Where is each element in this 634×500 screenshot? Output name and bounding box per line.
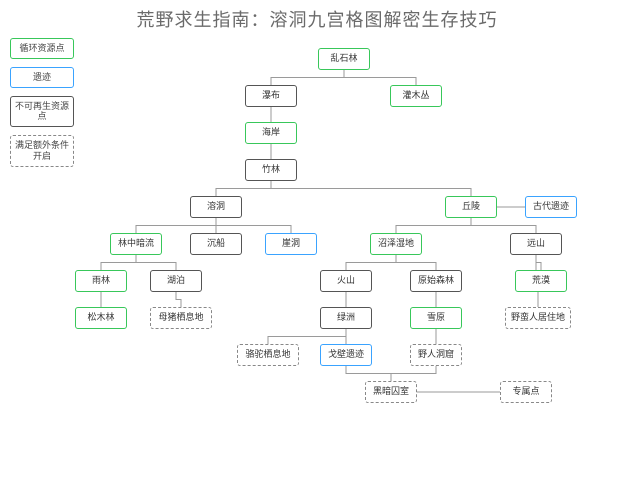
edge-zhaoze-yuanshi [396,255,436,270]
edge-gebi-heian [346,366,391,381]
node-guanmu: 灌木丛 [390,85,442,107]
page-title: 荒野求生指南：溶洞九宫格图解密生存技巧 [0,6,634,32]
edge-yeren-heian [391,366,436,381]
edge-rongdong-anliu [136,218,216,233]
node-lvzhou: 绿洲 [320,307,372,329]
node-luanshi: 乱石林 [318,48,370,70]
edge-zhaoze-huoshan [346,255,396,270]
leg-blue: 遗迹 [10,67,74,88]
node-gebi: 戈壁遗迹 [320,344,372,366]
node-xueyuan: 雪原 [410,307,462,329]
leg-green: 循环资源点 [10,38,74,59]
edge-anliu-hubo [136,255,176,270]
node-yuanshi: 原始森林 [410,270,462,292]
leg-black: 不可再生资源点 [10,96,74,128]
node-huoshan: 火山 [320,270,372,292]
leg-dashed: 满足额外条件开启 [10,135,74,167]
edge-hubo-muzhu [176,292,181,307]
node-anliu: 林中暗流 [110,233,162,255]
edge-zhulin-qiuling [271,181,471,196]
node-zhulin: 竹林 [245,159,297,181]
node-luotuo: 骆驼栖息地 [237,344,299,366]
diagram-canvas: 乱石林瀑布 灌木丛海岸竹林溶洞 丘陵 古代遗迹林中暗流 沉船 崖洞 沼泽湿地 远山雨林 湖泊 火山… [70,40,630,500]
node-yeman: 野蛮人居住地 [505,307,571,329]
edge-rongdong-yadong [216,218,291,233]
node-yulin: 雨林 [75,270,127,292]
edge-anliu-yulin [101,255,136,270]
edge-qiuling-zhaoze [396,218,471,233]
edge-luanshi-pubu [271,70,344,85]
node-huangmo: 荒漠 [515,270,567,292]
node-rongdong: 溶洞 [190,196,242,218]
node-yeren: 野人洞窟 [410,344,462,366]
node-yadong: 崖洞 [265,233,317,255]
node-qiuling: 丘陵 [445,196,497,218]
node-chenchuan: 沉船 [190,233,242,255]
node-yuanshan: 远山 [510,233,562,255]
node-songmu: 松木林 [75,307,127,329]
edge-luanshi-guanmu [344,70,416,85]
node-haian: 海岸 [245,122,297,144]
node-pubu: 瀑布 [245,85,297,107]
node-muzhu: 母猪栖息地 [150,307,212,329]
node-gudai: 古代遗迹 [525,196,577,218]
edge-zhulin-rongdong [216,181,271,196]
node-zhuanshu: 专属点 [500,381,552,403]
edge-qiuling-yuanshan [471,218,536,233]
edge-lvzhou-luotuo [268,329,346,344]
node-hubo: 湖泊 [150,270,202,292]
legend: 循环资源点遗迹不可再生资源点满足额外条件开启 [10,38,74,175]
node-heian: 黑暗囚室 [365,381,417,403]
node-zhaoze: 沼泽湿地 [370,233,422,255]
edge-yuanshan-huangmo [536,255,541,270]
